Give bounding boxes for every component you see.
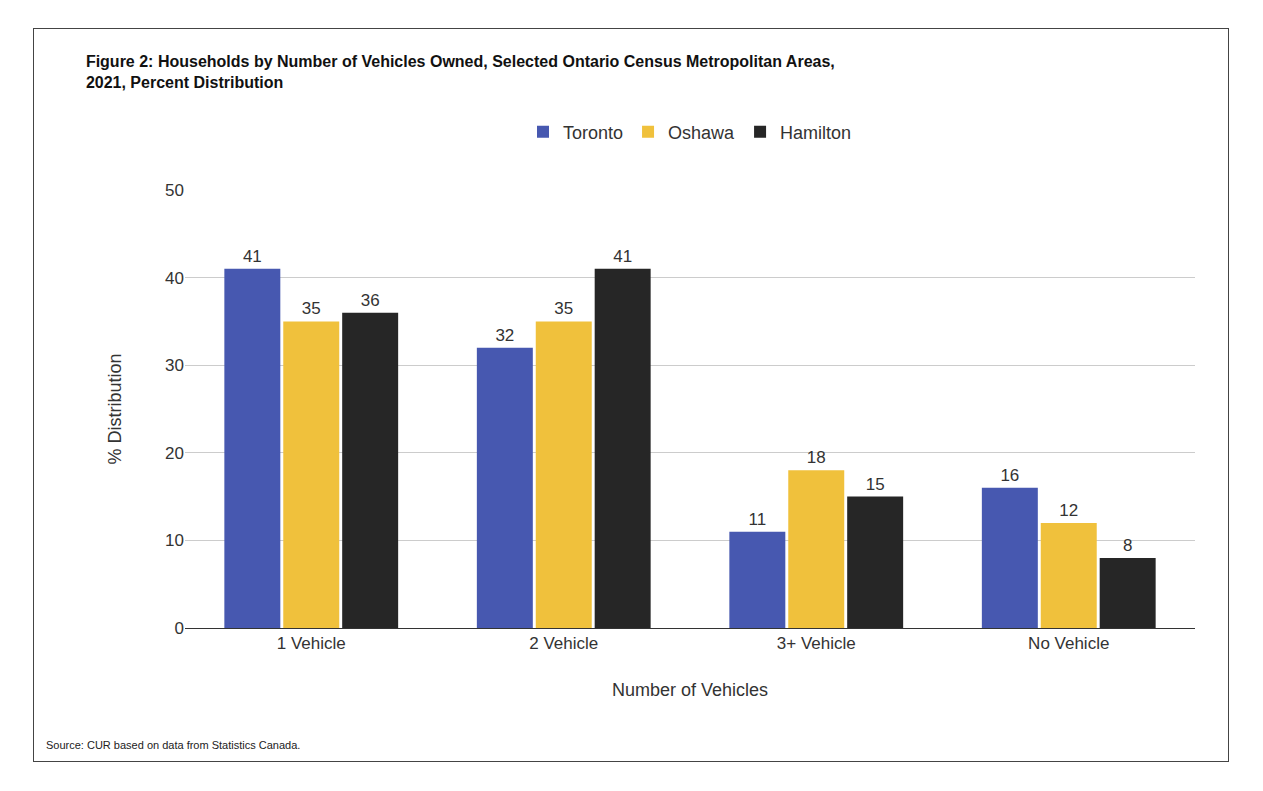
svg-text:1 Vehicle: 1 Vehicle	[277, 634, 346, 653]
svg-text:% Distribution: % Distribution	[105, 353, 125, 464]
svg-text:18: 18	[807, 448, 826, 467]
svg-text:Hamilton: Hamilton	[780, 123, 851, 143]
svg-text:3+ Vehicle: 3+ Vehicle	[777, 634, 856, 653]
svg-text:41: 41	[243, 247, 262, 266]
svg-text:Number of Vehicles: Number of Vehicles	[612, 680, 768, 700]
svg-text:36: 36	[361, 291, 380, 310]
svg-text:10: 10	[165, 531, 184, 550]
svg-text:Toronto: Toronto	[563, 123, 623, 143]
svg-text:30: 30	[165, 356, 184, 375]
html-text:Source: CUR based on data from: Source: CUR based on data from Statistic…	[46, 739, 301, 751]
svg-text:12: 12	[1059, 501, 1078, 520]
svg-text:11: 11	[749, 510, 767, 529]
svg-text:2 Vehicle: 2 Vehicle	[529, 634, 598, 653]
svg-text:No Vehicle: No Vehicle	[1028, 634, 1109, 653]
svg-text:35: 35	[302, 299, 321, 318]
svg-text:16: 16	[1000, 466, 1019, 485]
svg-text:15: 15	[866, 475, 885, 494]
svg-text:20: 20	[165, 444, 184, 463]
svg-text:Oshawa: Oshawa	[668, 123, 735, 143]
svg-text:40: 40	[165, 269, 184, 288]
svg-text:32: 32	[495, 326, 514, 345]
svg-text:41: 41	[613, 247, 632, 266]
svg-text:8: 8	[1123, 536, 1132, 555]
svg-text:50: 50	[165, 181, 184, 200]
svg-text:0: 0	[175, 619, 184, 638]
svg-text:Figure 2: Households by Number: Figure 2: Households by Number of Vehicl…	[86, 53, 835, 91]
svg-text:35: 35	[554, 299, 573, 318]
